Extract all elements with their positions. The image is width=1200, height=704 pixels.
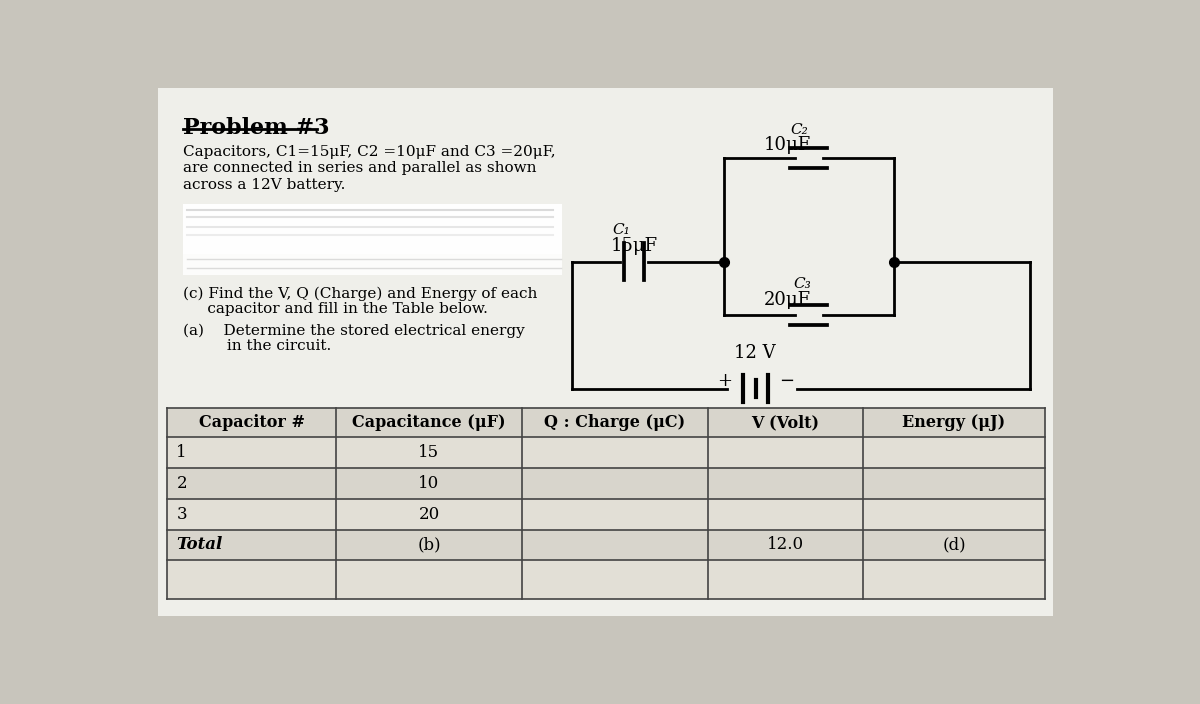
Text: C₃: C₃ (793, 277, 811, 291)
Text: 2: 2 (176, 474, 187, 492)
Text: Q : Charge (μC): Q : Charge (μC) (545, 414, 685, 431)
Text: C₂: C₂ (791, 123, 809, 137)
Text: (c) Find the V, Q (Charge) and Energy of each: (c) Find the V, Q (Charge) and Energy of… (182, 287, 536, 301)
Text: 15: 15 (419, 444, 439, 461)
Bar (182, 204, 563, 254)
Text: (d): (d) (942, 536, 966, 553)
Text: Energy (μJ): Energy (μJ) (902, 414, 1006, 431)
Text: capacitor and fill in the Table below.: capacitor and fill in the Table below. (182, 301, 487, 315)
Text: −: − (780, 372, 794, 390)
Bar (167, 408, 1045, 437)
Bar (167, 498, 1045, 529)
Text: (b): (b) (418, 536, 440, 553)
Text: +: + (718, 372, 732, 390)
Text: 12 V: 12 V (733, 344, 775, 362)
Text: 1: 1 (176, 444, 187, 461)
Bar (167, 529, 1045, 560)
Text: 20μF: 20μF (763, 291, 811, 309)
Bar (167, 468, 1045, 498)
Text: 15μF: 15μF (611, 237, 659, 255)
Text: 3: 3 (176, 505, 187, 522)
Text: Capacitors, C1=15μF, C2 =10μF and C3 =20μF,: Capacitors, C1=15μF, C2 =10μF and C3 =20… (182, 144, 556, 158)
Text: Problem #3: Problem #3 (182, 117, 329, 139)
Text: 10: 10 (419, 474, 439, 492)
Text: C₁: C₁ (613, 223, 630, 237)
Text: across a 12V battery.: across a 12V battery. (182, 178, 344, 192)
Text: V (Volt): V (Volt) (751, 414, 820, 431)
Text: 20: 20 (419, 505, 439, 522)
Text: Capacitor #: Capacitor # (198, 414, 305, 431)
Text: (a)    Determine the stored electrical energy: (a) Determine the stored electrical ener… (182, 323, 524, 338)
Bar (167, 408, 1045, 599)
Text: 10μF: 10μF (763, 136, 811, 154)
Bar (167, 437, 1045, 468)
Text: are connected in series and parallel as shown: are connected in series and parallel as … (182, 161, 536, 175)
Bar (182, 254, 563, 275)
Text: Capacitance (μF): Capacitance (μF) (353, 414, 505, 431)
Text: 12.0: 12.0 (767, 536, 804, 553)
Text: in the circuit.: in the circuit. (182, 339, 331, 353)
Text: Total: Total (176, 536, 223, 553)
